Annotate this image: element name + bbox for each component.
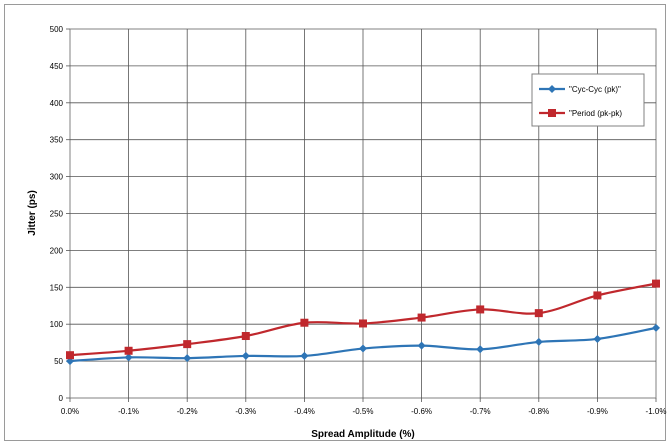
period-pk-pk-point	[417, 313, 426, 322]
period-pk-pk-point	[359, 319, 367, 328]
cyc-cyc-pk-point	[124, 353, 133, 362]
y-tick-label: 150	[50, 283, 64, 292]
x-tick-label: -0.6%	[411, 407, 432, 416]
y-tick-label: 50	[54, 357, 63, 366]
period-pk-pk-legend-point	[548, 109, 556, 117]
cyc-cyc-pk-point	[241, 351, 250, 360]
y-tick-label: 200	[50, 246, 64, 255]
cyc-cyc-pk-point	[534, 337, 543, 346]
cyc-cyc-pk-point	[183, 354, 192, 363]
series-group	[66, 279, 660, 366]
y-tick-label: 500	[50, 25, 64, 34]
period-pk-pk-point	[534, 309, 543, 318]
y-tick-label: 400	[50, 99, 64, 108]
cyc-cyc-pk-point	[417, 341, 426, 350]
x-tick-label: -0.9%	[587, 407, 608, 416]
cyc-cyc-pk-point	[300, 351, 309, 360]
cyc-cyc-pk-point	[652, 323, 660, 332]
y-tick-labels: 0 50 100 150 200 250 300 350 400 450 500	[50, 25, 64, 403]
jitter-line-chart: 0 50 100 150 200 250 300 350 400 450 500 0.0% -0.1%…	[27, 25, 667, 440]
x-tick-label: -0.8%	[528, 407, 549, 416]
x-tick-label: -0.5%	[353, 407, 374, 416]
period-pk-pk-point	[593, 291, 602, 300]
cyc-cyc-pk-point	[593, 334, 602, 343]
y-tick-label: 350	[50, 136, 64, 145]
x-tick-label: -0.2%	[177, 407, 198, 416]
period-pk-pk-point	[124, 346, 133, 355]
x-axis-title: Spread Amplitude (%)	[311, 429, 415, 440]
x-tick-label: -1.0%	[646, 407, 667, 416]
cyc-cyc-pk-point	[359, 344, 367, 353]
cyc-cyc-pk-legend-label: "Cyc-Cyc (pk)"	[569, 85, 621, 94]
period-pk-pk-point	[300, 318, 309, 327]
x-tick-labels: 0.0% -0.1% -0.2% -0.3% -0.4% -0.5% -0.6% -0.7% -…	[61, 407, 667, 416]
y-tick-label: 450	[50, 62, 64, 71]
chart-frame: 0 50 100 150 200 250 300 350 400 450 500 0.0% -0.1%…	[4, 4, 666, 441]
legend: "Cyc-Cyc (pk)" "Period (pk-pk)	[531, 73, 645, 127]
y-tick-label: 0	[59, 394, 64, 403]
y-tick-label: 250	[50, 210, 64, 219]
period-pk-pk-point	[476, 305, 485, 314]
period-pk-pk-point	[183, 340, 192, 349]
period-pk-pk-point	[652, 279, 660, 288]
period-pk-pk-point	[241, 332, 250, 341]
cyc-cyc-pk-legend-point	[548, 85, 556, 93]
period-pk-pk-legend-label: "Period (pk-pk)	[569, 109, 622, 118]
legend-box	[531, 73, 645, 127]
y-tick-label: 300	[50, 173, 64, 182]
x-tick-label: -0.4%	[294, 407, 315, 416]
cyc-cyc-pk-point	[476, 345, 485, 354]
x-tick-label: -0.7%	[470, 407, 491, 416]
y-axis-title: Jitter (ps)	[27, 190, 38, 236]
x-tick-label: 0.0%	[61, 407, 79, 416]
x-tick-label: -0.1%	[118, 407, 139, 416]
x-tick-label: -0.3%	[235, 407, 256, 416]
y-tick-label: 100	[50, 320, 64, 329]
period-pk-pk-point	[66, 351, 74, 360]
